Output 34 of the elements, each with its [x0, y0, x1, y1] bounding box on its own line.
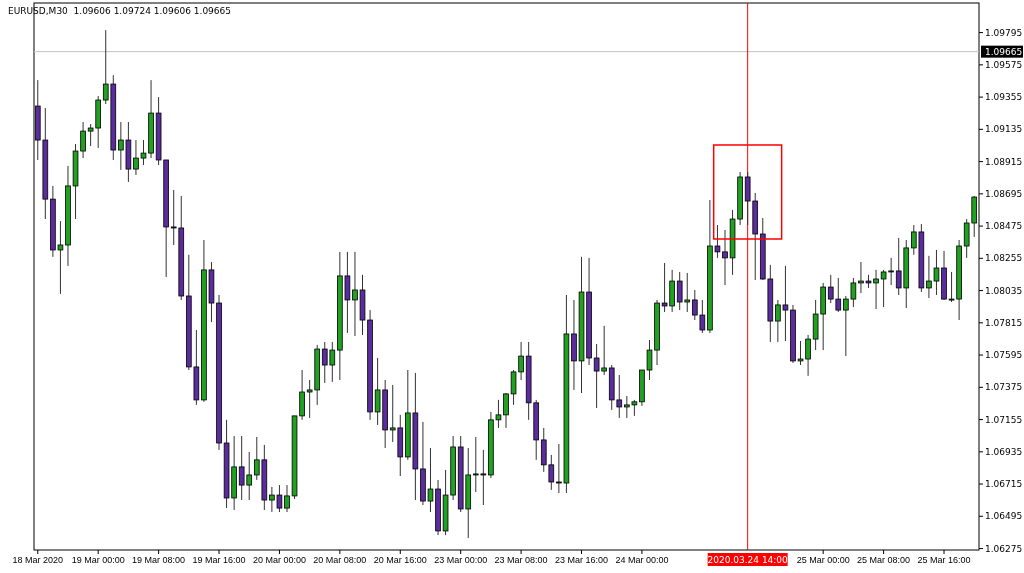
y-tick-label: 1.09355	[985, 92, 1023, 103]
y-tick-label: 1.08255	[985, 253, 1023, 264]
ref-line-label: 1.09665	[985, 46, 1023, 57]
x-tick-label: 18 Mar 2020	[12, 555, 64, 565]
x-tick-label: 25 Mar 16:00	[917, 555, 971, 565]
x-tick-label: 23 Mar 00:00	[434, 555, 488, 565]
y-tick-label: 1.09575	[985, 60, 1023, 70]
y-tick-label: 1.08695	[985, 188, 1023, 199]
y-tick-label: 1.09135	[985, 124, 1023, 135]
chart-title: EURUSD,M30 1.09606 1.09724 1.09606 1.09665	[8, 6, 232, 16]
y-tick-label: 1.09795	[985, 27, 1023, 38]
x-tick-label: 20 Mar 16:00	[373, 555, 427, 565]
x-tick-label: 20 Mar 08:00	[313, 555, 367, 565]
y-tick-label: 1.06495	[985, 511, 1023, 522]
x-tick-label: 25 Mar 00:00	[796, 555, 850, 565]
x-tick-label: 24 Mar 00:00	[615, 555, 669, 565]
y-tick-label: 1.08915	[985, 156, 1023, 167]
y-tick-label: 1.07155	[985, 414, 1023, 425]
y-tick-label: 1.06935	[985, 446, 1023, 457]
y-tick-label: 1.07595	[985, 350, 1023, 361]
x-tick-label: 25 Mar 08:00	[857, 555, 911, 565]
x-tick-label: 19 Mar 16:00	[192, 555, 246, 565]
x-tick-label: 19 Mar 08:00	[132, 555, 186, 565]
y-tick-label: 1.08035	[985, 285, 1023, 296]
x-tick-label: 23 Mar 08:00	[494, 555, 548, 565]
x-tick-label: 23 Mar 16:00	[555, 555, 609, 565]
x-tick-label: 20 Mar 00:00	[252, 555, 306, 565]
y-tick-label: 1.06275	[985, 543, 1023, 554]
y-tick-label: 1.07375	[985, 382, 1023, 393]
y-tick-label: 1.06715	[985, 479, 1023, 490]
x-tick-label: 2020.03.24 14:00	[707, 555, 789, 565]
y-tick-label: 1.07815	[985, 317, 1023, 328]
y-tick-label: 1.08475	[985, 221, 1023, 232]
x-tick-label: 19 Mar 00:00	[71, 555, 125, 565]
